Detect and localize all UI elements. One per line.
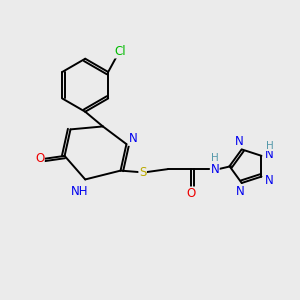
- Text: N: N: [265, 148, 274, 161]
- Text: N: N: [210, 163, 219, 176]
- Text: NH: NH: [70, 185, 88, 198]
- Text: Cl: Cl: [114, 45, 126, 58]
- Text: O: O: [35, 152, 44, 165]
- Text: N: N: [128, 132, 137, 145]
- Text: H: H: [266, 140, 274, 151]
- Text: N: N: [236, 185, 244, 198]
- Text: H: H: [212, 153, 219, 163]
- Text: N: N: [265, 175, 274, 188]
- Text: N: N: [234, 135, 243, 148]
- Text: S: S: [139, 166, 146, 178]
- Text: O: O: [187, 187, 196, 200]
